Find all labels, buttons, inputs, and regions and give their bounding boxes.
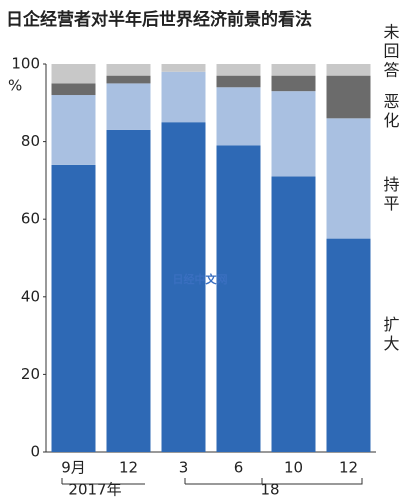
legend-label: 扩大 — [381, 316, 400, 354]
y-tick-label: 100 — [11, 55, 40, 73]
y-tick-label: 80 — [21, 132, 40, 150]
group-label: 2017年 — [68, 481, 121, 499]
chart-title: 日企经营者对半年后世界经济前景的看法 — [6, 9, 312, 30]
watermark: 日经中文网 — [173, 272, 228, 286]
y-tick-label: 40 — [21, 287, 40, 305]
x-tick-label: 6 — [234, 459, 244, 477]
legend-label: 未回答 — [381, 24, 400, 81]
bar-segment — [326, 75, 371, 119]
bar-segment — [326, 64, 371, 76]
x-tick-label: 12 — [119, 459, 138, 477]
y-tick-label: 0 — [30, 443, 40, 461]
bar-segment — [161, 64, 206, 72]
y-tick-label: 60 — [21, 210, 40, 228]
x-tick-label: 12 — [339, 459, 358, 477]
bar-segment — [106, 83, 151, 130]
legend-label: 持平 — [381, 176, 400, 214]
x-tick-label: 10 — [284, 459, 303, 477]
bar-segment — [326, 238, 371, 452]
bar-segment — [216, 145, 261, 453]
bar-segment — [161, 71, 206, 123]
bar-segment — [271, 64, 316, 76]
legend-label: 恶化 — [381, 93, 400, 131]
bar-segment — [216, 87, 261, 146]
bar-segment — [271, 176, 316, 452]
bar-segment — [106, 75, 151, 84]
bar-segment — [51, 95, 96, 165]
x-tick-label: 3 — [179, 459, 189, 477]
y-unit: % — [8, 77, 22, 95]
bar-segment — [161, 122, 206, 452]
bar-segment — [326, 118, 371, 239]
bar-segment — [51, 83, 96, 96]
bar-segment — [271, 75, 316, 92]
bar-segment — [271, 91, 316, 177]
bar-segment — [216, 75, 261, 88]
group-label: 18 — [260, 481, 279, 499]
bar-segment — [51, 164, 96, 452]
bar-segment — [106, 129, 151, 452]
x-tick-label: 9月 — [61, 459, 86, 477]
bar-segment — [51, 64, 96, 84]
group-bracket — [61, 478, 363, 485]
y-tick-label: 20 — [21, 365, 40, 383]
bar-segment — [106, 64, 151, 76]
bar-segment — [216, 64, 261, 76]
